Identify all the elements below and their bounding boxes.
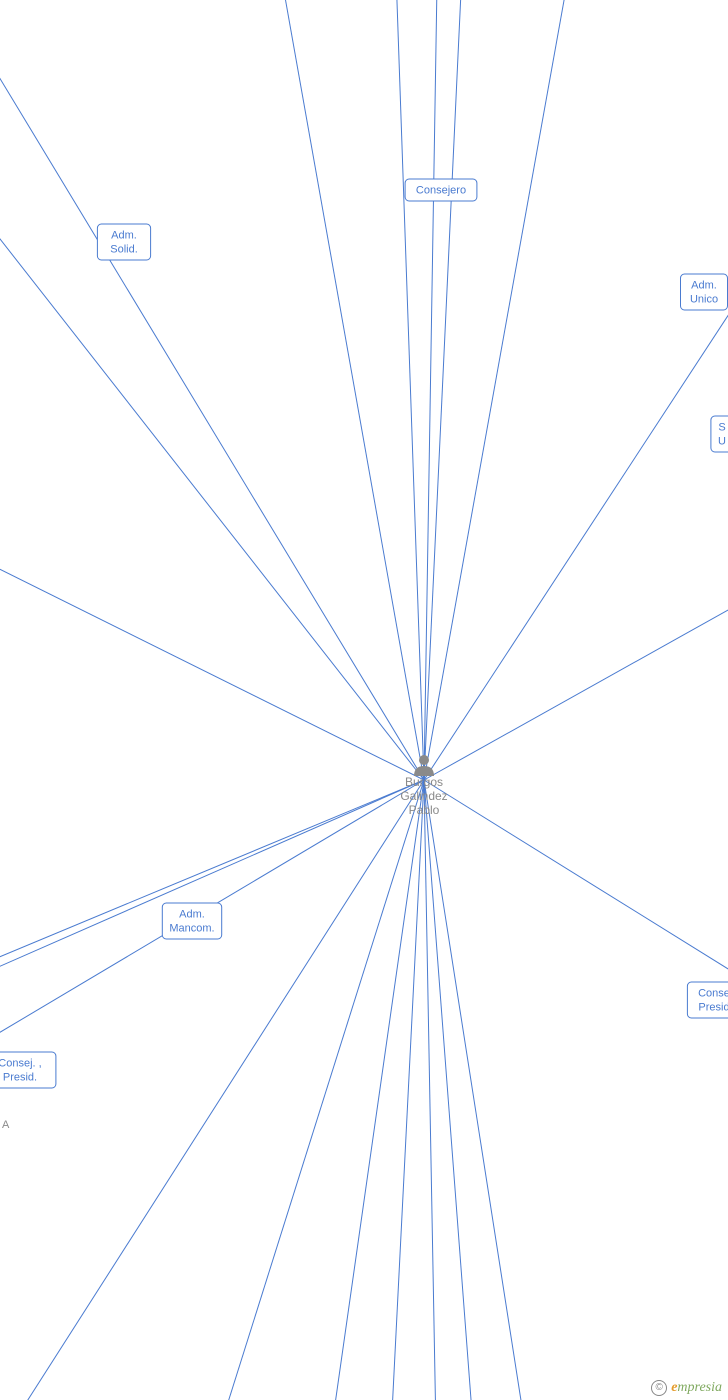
- watermark: ©empresia: [651, 1380, 722, 1396]
- copyright-icon: ©: [651, 1380, 667, 1396]
- edge-label-text: Adm.: [691, 280, 717, 292]
- edge-label-text: Adm.: [111, 230, 137, 242]
- edge-line: [0, 470, 424, 780]
- edge-label[interactable]: Consejero: [405, 179, 477, 201]
- edge-line: [380, 780, 424, 1400]
- center-node[interactable]: BurgosGalindezPablo: [400, 755, 447, 817]
- edge-line: [424, 780, 560, 1400]
- edge-line: [424, 780, 440, 1400]
- edge-label-text: U: [718, 436, 726, 448]
- edge-label[interactable]: Consej. , Presid.: [0, 1052, 56, 1088]
- edge-label-text: Conse: [698, 988, 728, 1000]
- edge-line: [250, 0, 424, 780]
- edge-label-text: Adm.: [179, 909, 205, 921]
- edge-line: [424, 780, 728, 1200]
- edge-line: [390, 0, 424, 780]
- edge-label-text: Presid: [698, 1002, 728, 1014]
- center-node-label: Burgos: [405, 775, 443, 789]
- network-graph[interactable]: Adm. Solid. Consejero Adm. Unico SU Conse Presi…: [0, 0, 728, 1400]
- edge-line: [424, 430, 728, 780]
- edge-line: [424, 0, 600, 780]
- edge-line: [424, 0, 470, 780]
- brand-rest: mpresia: [677, 1380, 722, 1395]
- edges-group: [0, 0, 728, 1400]
- edge-label[interactable]: SU: [711, 416, 728, 452]
- edge-line: [0, 780, 424, 1120]
- edge-label-text: Unico: [690, 294, 718, 306]
- edge-label-text: Consejero: [416, 185, 466, 197]
- edge-line: [424, 0, 440, 780]
- edge-line: [300, 780, 424, 1400]
- edge-label-text: Presid.: [3, 1072, 37, 1084]
- edge-line: [0, 780, 424, 1300]
- edge-line: [0, 0, 424, 780]
- edge-label[interactable]: Adm. Solid.: [97, 224, 150, 260]
- center-node-label: Pablo: [409, 803, 440, 817]
- edge-label-text: Mancom.: [169, 923, 214, 935]
- edge-label[interactable]: Adm. Unico: [681, 274, 728, 310]
- edge-line: [150, 780, 424, 1400]
- edge-label-text: Solid.: [110, 244, 138, 256]
- edge-line: [0, 0, 424, 780]
- center-node-label: Galindez: [400, 789, 447, 803]
- edge-labels-group: Adm. Solid. Consejero Adm. Unico SU Conse Presi…: [0, 179, 728, 1088]
- edge-label-text: S: [718, 422, 725, 434]
- cutoff-node-label: A: [2, 1119, 10, 1131]
- edge-label-text: Consej. ,: [0, 1058, 42, 1070]
- edge-label[interactable]: Adm. Mancom.: [162, 903, 221, 939]
- edge-label[interactable]: Conse Presid: [687, 982, 728, 1018]
- edge-line: [424, 0, 728, 780]
